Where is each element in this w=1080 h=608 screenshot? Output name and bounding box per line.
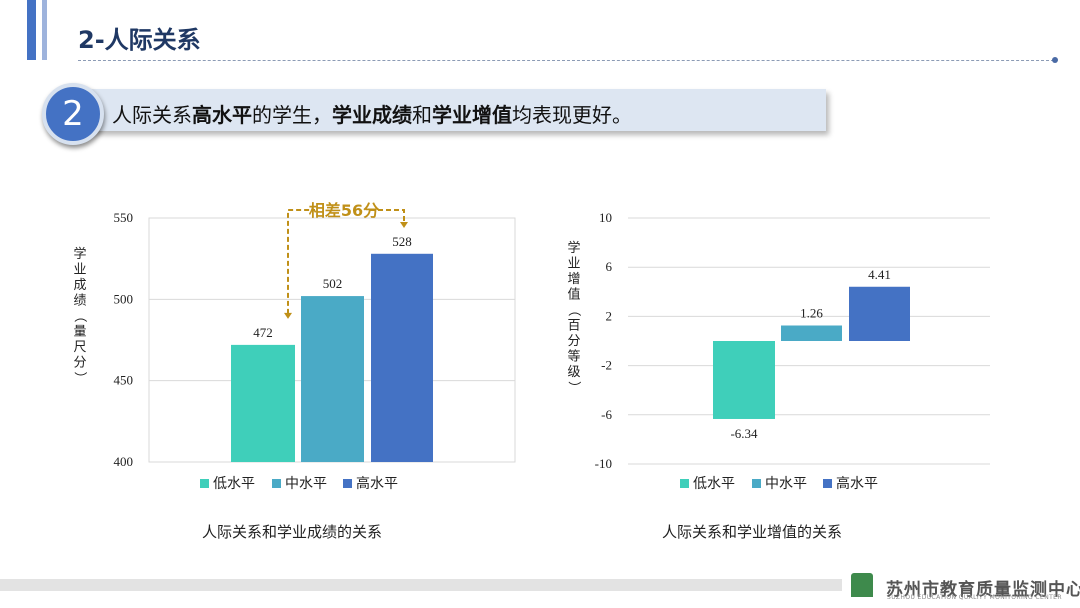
chart1-y-axis-title: 业: [73, 263, 86, 278]
banner-part: 的学生，: [252, 103, 332, 127]
chart1-y-axis-title: 分: [73, 356, 86, 371]
chart1-y-axis-title: 学: [73, 246, 86, 262]
chart1-y-tick-label: 400: [114, 454, 134, 469]
chart2-y-tick-label: 2: [606, 308, 613, 323]
chart1-y-tick-label: 500: [114, 291, 134, 306]
chart1-annotation-label: 相差56分: [309, 201, 379, 220]
chart2-legend-label: 中水平: [765, 476, 807, 492]
chart1-y-axis-title: 绩: [73, 294, 86, 309]
key-finding-banner: 人际关系高水平的学生，学业成绩和学业增值均表现更好。: [74, 89, 826, 131]
banner-emphasis: 学业成绩: [332, 103, 412, 127]
chart2-y-tick-label: -6: [601, 407, 612, 422]
chart1-y-tick-label: 450: [114, 373, 134, 388]
chart1-data-label: 528: [392, 234, 412, 249]
chart2-y-axis-title: 百: [567, 319, 580, 334]
chart2-legend-label: 高水平: [836, 475, 878, 492]
book-logo-icon: [851, 573, 873, 597]
banner-emphasis: 高水平: [192, 103, 252, 127]
chart1-legend-label: 高水平: [356, 475, 398, 492]
chart1-legend-label: 低水平: [213, 476, 255, 492]
chart1-annotation-bracket-right: [370, 209, 405, 223]
chart2-bar: [849, 286, 910, 341]
chart1-annotation-arrowhead: [400, 222, 408, 228]
chart2-legend-swatch: [680, 479, 689, 488]
header-accent-bar: [27, 0, 36, 60]
footer-org-name: 苏州市教育质量监测中心: [886, 580, 1080, 600]
chart2-y-tick-label: -10: [595, 456, 612, 471]
header-accent-bar-light: [42, 0, 47, 60]
chart2-y-axis-title: 分: [567, 334, 580, 349]
chart1-data-label: 502: [323, 276, 343, 291]
chart1-annotation-arrowhead: [284, 312, 292, 319]
footer-strip: [0, 579, 842, 591]
chart1-title: 人际关系和学业成绩的关系: [202, 523, 383, 541]
chart1-bar: [301, 296, 364, 462]
chart1-y-axis-title: 尺: [73, 340, 86, 355]
chart2-y-tick-label: 6: [606, 259, 613, 274]
chart2-bar: [713, 341, 775, 419]
chart1-bar: [231, 344, 295, 462]
chart2-bar: [781, 325, 842, 341]
chart1-data-label: 472: [253, 325, 273, 340]
chart2-y-axis-title: 等: [567, 349, 580, 365]
chart2-data-label: 1.26: [800, 306, 823, 321]
divider-end-dot: [1052, 57, 1058, 63]
banner-part: 人际关系: [112, 103, 192, 127]
chart2-title: 人际关系和学业增值的关系: [662, 523, 843, 541]
chart1-bar: [371, 253, 433, 462]
chart2-legend-swatch: [823, 479, 832, 488]
chart2-y-axis-title: 增: [567, 272, 580, 287]
slide-title: 2-人际关系: [78, 26, 201, 54]
chart1-legend-label: 中水平: [285, 476, 327, 492]
chart2-data-label: 4.41: [868, 267, 891, 282]
chart1-y-axis-title: （: [72, 309, 87, 322]
chart1-legend-swatch: [200, 479, 209, 488]
chart1-y-tick-label: 550: [114, 210, 134, 225]
chart1-y-axis-title: 量: [73, 325, 86, 340]
chart2-y-tick-label: -2: [601, 358, 612, 373]
chart2-data-label: -6.34: [730, 426, 758, 441]
chart2-legend-swatch: [752, 479, 761, 488]
chart1-y-axis-title: ）: [72, 371, 87, 384]
chart2-y-axis-title: 业: [567, 257, 580, 272]
chart1-legend-swatch: [343, 479, 352, 488]
chart2-y-axis-title: 值: [567, 287, 580, 303]
title-divider: [78, 60, 1054, 61]
banner-part: 均表现更好。: [512, 103, 632, 127]
banner-emphasis: 学业增值: [432, 103, 512, 127]
chart2-y-axis-title: 级: [567, 365, 580, 380]
key-finding-text: 人际关系高水平的学生，学业成绩和学业增值均表现更好。: [112, 99, 632, 128]
chart2-y-tick-label: 10: [599, 210, 612, 225]
chart1-y-axis-title: 成: [73, 278, 86, 293]
chart2-y-axis-title: ）: [566, 381, 581, 394]
finding-number-badge: 2: [42, 83, 104, 145]
banner-part: 和: [412, 103, 432, 127]
chart1-annotation-bracket-left: [287, 209, 315, 314]
chart2-legend-label: 低水平: [693, 476, 735, 492]
chart1-legend-swatch: [272, 479, 281, 488]
chart2-y-axis-title: （: [566, 303, 581, 316]
footer-org-name-en: SUZHOU EDUCATION QUALITY MONITORING CENT…: [887, 594, 1062, 601]
chart2-y-axis-title: 学: [567, 240, 580, 256]
